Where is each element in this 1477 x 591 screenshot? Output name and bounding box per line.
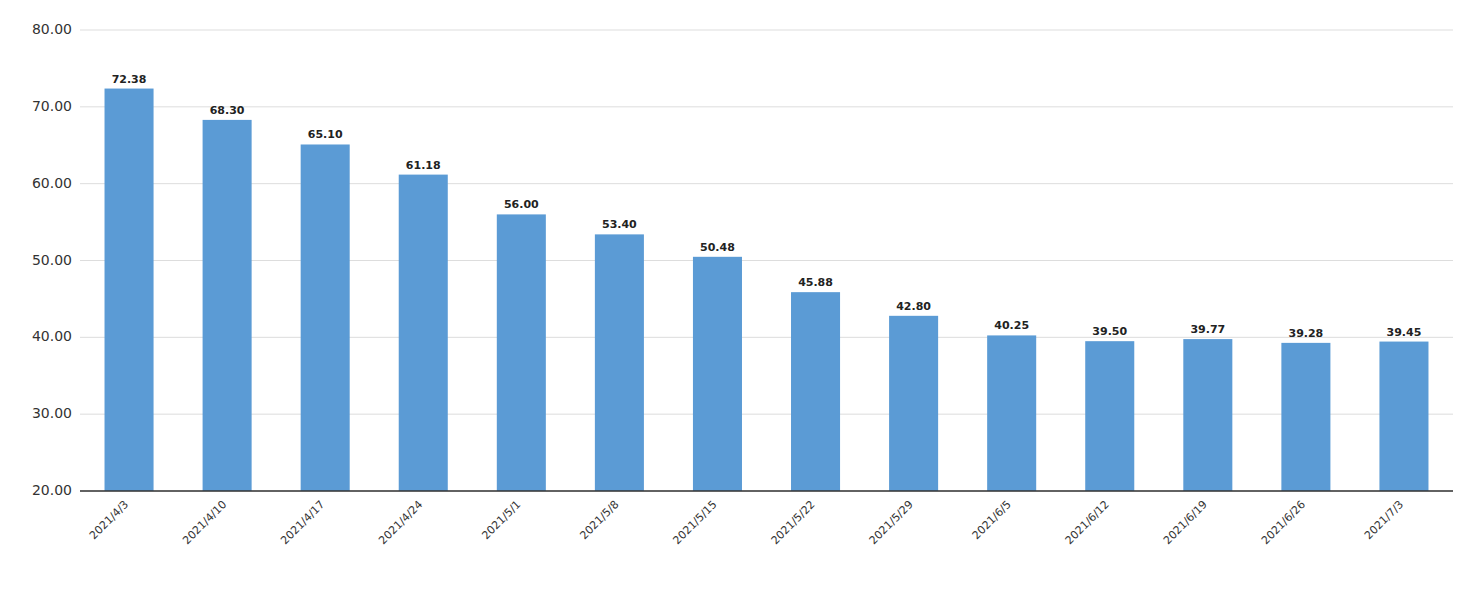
- bars: [105, 89, 1429, 491]
- bar: [693, 257, 742, 491]
- bar: [497, 214, 546, 491]
- grid-line: [80, 183, 1453, 184]
- y-tick-label: 70.00: [32, 98, 72, 114]
- x-tick-label: 2021/5/22: [769, 498, 818, 547]
- bar: [105, 89, 154, 491]
- grid-line: [80, 106, 1453, 107]
- grid-line: [80, 337, 1453, 338]
- data-label: 50.48: [700, 241, 735, 254]
- bar: [301, 144, 350, 491]
- bar: [1281, 343, 1330, 491]
- bar: [987, 335, 1036, 491]
- data-label: 65.10: [308, 128, 343, 141]
- bar: [889, 316, 938, 491]
- data-label: 39.50: [1092, 325, 1127, 338]
- data-label: 53.40: [602, 218, 637, 231]
- bar: [1183, 339, 1232, 491]
- x-tick-label: 2021/4/10: [180, 498, 229, 547]
- grid-line: [80, 491, 1453, 492]
- data-label: 61.18: [406, 159, 441, 172]
- bar: [1085, 341, 1134, 491]
- bar: [1379, 342, 1428, 491]
- x-tick-label: 2021/4/17: [278, 498, 327, 547]
- data-label: 42.80: [896, 300, 931, 313]
- x-tick-label: 2021/6/26: [1259, 498, 1308, 547]
- x-tick-label: 2021/5/8: [577, 498, 621, 542]
- x-tick-label: 2021/4/3: [87, 498, 131, 542]
- x-tick-label: 2021/5/15: [671, 498, 720, 547]
- x-tick-label: 2021/6/12: [1063, 498, 1112, 547]
- bar: [595, 234, 644, 491]
- chart: 20.00 30.00 40.00 50.00 60.00 70.00 80.00 72.38…: [0, 0, 1477, 591]
- bar: [203, 120, 252, 491]
- data-label: 40.25: [994, 319, 1029, 332]
- x-tick-label: 2021/5/1: [479, 498, 523, 542]
- y-tick-label: 20.00: [32, 482, 72, 498]
- data-label: 39.45: [1387, 326, 1422, 339]
- y-tick-label: 60.00: [32, 175, 72, 191]
- data-label: 39.28: [1288, 327, 1323, 340]
- grid-line: [80, 260, 1453, 261]
- x-tick-label: 2021/4/24: [376, 498, 425, 547]
- data-label: 56.00: [504, 198, 539, 211]
- bar: [791, 292, 840, 491]
- data-label: 68.30: [210, 104, 245, 117]
- x-tick-label: 2021/6/19: [1161, 498, 1210, 547]
- grid-line: [80, 30, 1453, 31]
- x-axis-line: [80, 490, 1453, 492]
- bar: [399, 175, 448, 491]
- x-tick-label: 2021/7/3: [1362, 498, 1406, 542]
- data-labels: 72.38 68.30 65.10 61.18 56.00 53.40 50.48 45.88…: [112, 73, 1422, 340]
- x-tick-label: 2021/6/5: [970, 498, 1014, 542]
- y-tick-label: 50.00: [32, 252, 72, 268]
- y-tick-label: 40.00: [32, 328, 72, 344]
- x-tick-label: 2021/5/29: [867, 498, 916, 547]
- data-label: 39.77: [1190, 323, 1225, 336]
- grid-line: [80, 414, 1453, 415]
- data-label: 45.88: [798, 276, 833, 289]
- y-axis: 20.00 30.00 40.00 50.00 60.00 70.00 80.00: [32, 21, 1453, 498]
- y-tick-label: 80.00: [32, 21, 72, 37]
- data-label: 72.38: [112, 73, 147, 86]
- x-axis: 2021/4/3 2021/4/10 2021/4/17 2021/4/24 2021/…: [87, 498, 1406, 547]
- y-tick-label: 30.00: [32, 405, 72, 421]
- chart-container: 20.00 30.00 40.00 50.00 60.00 70.00 80.00 72.38…: [0, 0, 1477, 591]
